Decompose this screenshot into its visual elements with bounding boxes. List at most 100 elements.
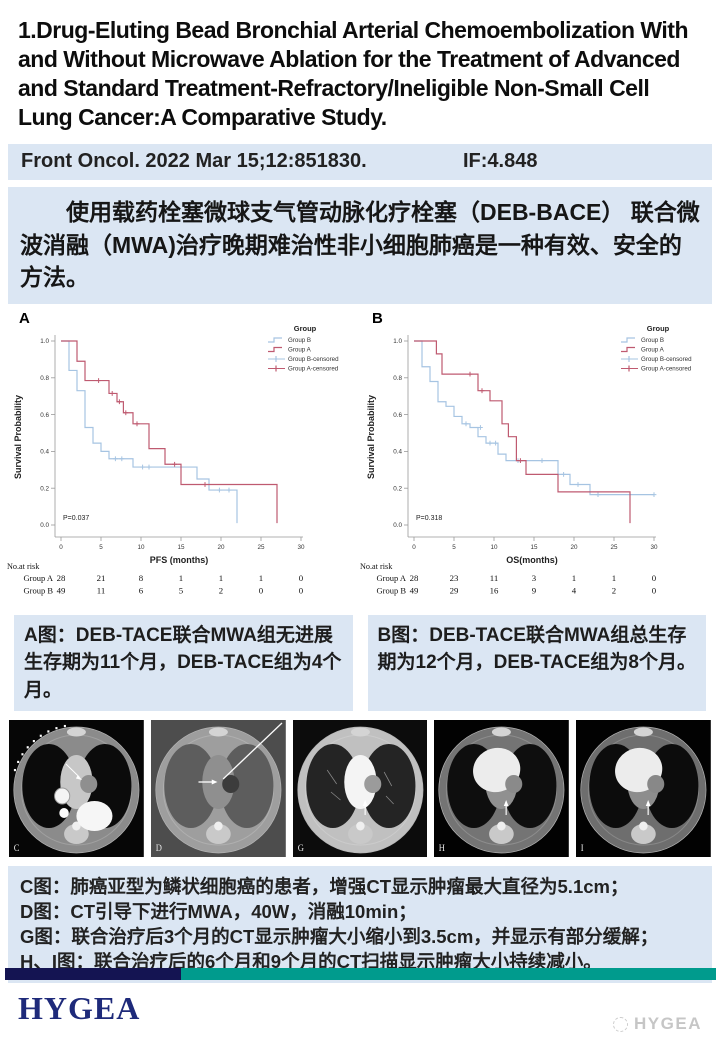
svg-text:Group B-censored: Group B-censored — [288, 356, 339, 363]
svg-text:0: 0 — [259, 585, 264, 595]
svg-text:20: 20 — [217, 544, 225, 551]
svg-text:1: 1 — [612, 573, 616, 583]
svg-text:21: 21 — [97, 573, 106, 583]
svg-text:Group B: Group B — [288, 337, 311, 344]
svg-text:C: C — [14, 843, 20, 853]
watermark-text: HYGEA — [634, 1014, 702, 1033]
svg-text:0.6: 0.6 — [40, 412, 49, 419]
svg-text:15: 15 — [177, 544, 185, 551]
svg-text:25: 25 — [610, 544, 618, 551]
footer-bar-teal — [181, 968, 716, 980]
svg-text:0.2: 0.2 — [40, 485, 49, 492]
svg-text:D: D — [156, 843, 162, 853]
svg-text:1: 1 — [259, 573, 263, 583]
svg-text:30: 30 — [650, 544, 658, 551]
svg-text:23: 23 — [450, 573, 459, 583]
ct-image-d: D — [150, 719, 286, 857]
svg-text:Group B: Group B — [23, 585, 53, 595]
svg-text:Survival Probability: Survival Probability — [13, 395, 23, 479]
svg-text:PFS (months): PFS (months) — [150, 555, 209, 565]
svg-text:2: 2 — [612, 585, 616, 595]
svg-text:Group B-censored: Group B-censored — [641, 356, 692, 363]
caption-panel-a: A图：DEB-TACE联合MWA组无进展生存期为11个月，DEB-TACE组为4… — [14, 614, 353, 711]
svg-text:16: 16 — [490, 585, 499, 595]
svg-text:No.at risk: No.at risk — [7, 562, 40, 571]
svg-text:1: 1 — [179, 573, 183, 583]
footer-divider — [5, 968, 716, 980]
svg-text:0: 0 — [59, 544, 63, 551]
svg-text:P=0.037: P=0.037 — [63, 515, 89, 522]
svg-text:A: A — [19, 310, 30, 327]
svg-text:0: 0 — [652, 585, 657, 595]
svg-text:No.at risk: No.at risk — [360, 562, 393, 571]
svg-text:28: 28 — [410, 573, 419, 583]
journal-bar: Front Oncol. 2022 Mar 15;12:851830. IF:4… — [8, 143, 712, 180]
summary-chinese: 使用载药栓塞微球支气管动脉化疗栓塞（DEB-BACE） 联合微波消融（MWA)治… — [8, 186, 712, 304]
km-charts: A 0.0 0.2 0.4 0.6 0.8 1.0 0 5 10 15 20 25 30 PFS (mont… — [0, 307, 720, 607]
svg-text:29: 29 — [450, 585, 459, 595]
svg-text:Group: Group — [294, 324, 317, 333]
caption-panel-b: B图：DEB-TACE联合MWA组总生存期为12个月，DEB-TACE组为8个月… — [367, 614, 706, 711]
svg-text:28: 28 — [57, 573, 66, 583]
svg-text:0: 0 — [299, 585, 304, 595]
svg-text:15: 15 — [530, 544, 538, 551]
svg-text:OS(months): OS(months) — [506, 555, 558, 565]
ct-caption-line-g: G图：联合治疗后3个月的CT显示肿瘤大小缩小到3.5cm，并显示有部分缓解； — [20, 926, 659, 948]
paper-title: 1.Drug-Eluting Bead Bronchial Arterial C… — [18, 17, 689, 130]
footer-bar-navy — [5, 968, 181, 980]
svg-text:5: 5 — [99, 544, 103, 551]
brand-logo: HYGEA — [18, 990, 141, 1026]
svg-text:Group: Group — [647, 324, 670, 333]
svg-text:1: 1 — [572, 573, 576, 583]
svg-text:0: 0 — [412, 544, 416, 551]
watermark-circle-icon — [613, 1016, 629, 1032]
svg-text:Group B: Group B — [641, 337, 664, 344]
svg-text:Survival Probability: Survival Probability — [366, 395, 376, 479]
svg-text:Group A-censored: Group A-censored — [288, 366, 339, 373]
svg-text:8: 8 — [139, 573, 144, 583]
svg-text:11: 11 — [490, 573, 498, 583]
svg-text:4: 4 — [572, 585, 577, 595]
figure-caption-row: A图：DEB-TACE联合MWA组无进展生存期为11个月，DEB-TACE组为4… — [14, 614, 706, 711]
svg-text:11: 11 — [97, 585, 105, 595]
svg-text:1.0: 1.0 — [393, 338, 402, 345]
ct-caption-line-d: D图：CT引导下进行MWA，40W，消融10min； — [20, 901, 417, 923]
svg-text:20: 20 — [570, 544, 578, 551]
ct-image-h: H — [434, 719, 570, 857]
ct-caption-box: C图：肺癌亚型为鳞状细胞癌的患者，增强CT显示肿瘤最大直径为5.1cm； D图：… — [8, 865, 712, 983]
journal-citation: Front Oncol. 2022 Mar 15;12:851830. — [21, 150, 367, 173]
ct-image-i: I — [576, 719, 711, 857]
impact-factor: IF:4.848 — [463, 150, 538, 173]
svg-text:Group B: Group B — [376, 585, 406, 595]
svg-text:B: B — [372, 310, 383, 327]
svg-text:30: 30 — [297, 544, 305, 551]
svg-text:6: 6 — [139, 585, 144, 595]
km-chart-pfs: A 0.0 0.2 0.4 0.6 0.8 1.0 0 5 10 15 20 25 30 PFS (mont… — [5, 307, 358, 607]
ct-image-c: C — [9, 719, 144, 857]
slide-page: { "title": "1.Drug-Eluting Bead Bronchia… — [0, 16, 720, 1056]
svg-text:1.0: 1.0 — [40, 338, 49, 345]
ct-image-g: G — [292, 719, 428, 857]
svg-text:0: 0 — [652, 573, 657, 583]
svg-text:I: I — [581, 843, 584, 853]
svg-text:2: 2 — [219, 585, 223, 595]
svg-text:10: 10 — [490, 544, 498, 551]
svg-text:Group A: Group A — [376, 573, 406, 583]
svg-text:G: G — [297, 843, 304, 853]
svg-text:H: H — [439, 843, 446, 853]
svg-text:Group A: Group A — [641, 347, 665, 354]
ct-caption-line-c: C图：肺癌亚型为鳞状细胞癌的患者，增强CT显示肿瘤最大直径为5.1cm； — [20, 875, 629, 897]
svg-text:0.6: 0.6 — [393, 412, 402, 419]
svg-text:0.8: 0.8 — [393, 375, 402, 382]
svg-text:49: 49 — [410, 585, 419, 595]
svg-text:5: 5 — [179, 585, 184, 595]
svg-text:0.0: 0.0 — [393, 522, 402, 529]
svg-text:25: 25 — [257, 544, 265, 551]
watermark: HYGEA — [613, 1014, 702, 1034]
svg-text:0.4: 0.4 — [393, 448, 402, 455]
svg-text:3: 3 — [532, 573, 537, 583]
svg-text:5: 5 — [452, 544, 456, 551]
svg-text:0.4: 0.4 — [40, 448, 49, 455]
svg-text:P=0.318: P=0.318 — [416, 515, 442, 522]
svg-text:0: 0 — [299, 573, 304, 583]
